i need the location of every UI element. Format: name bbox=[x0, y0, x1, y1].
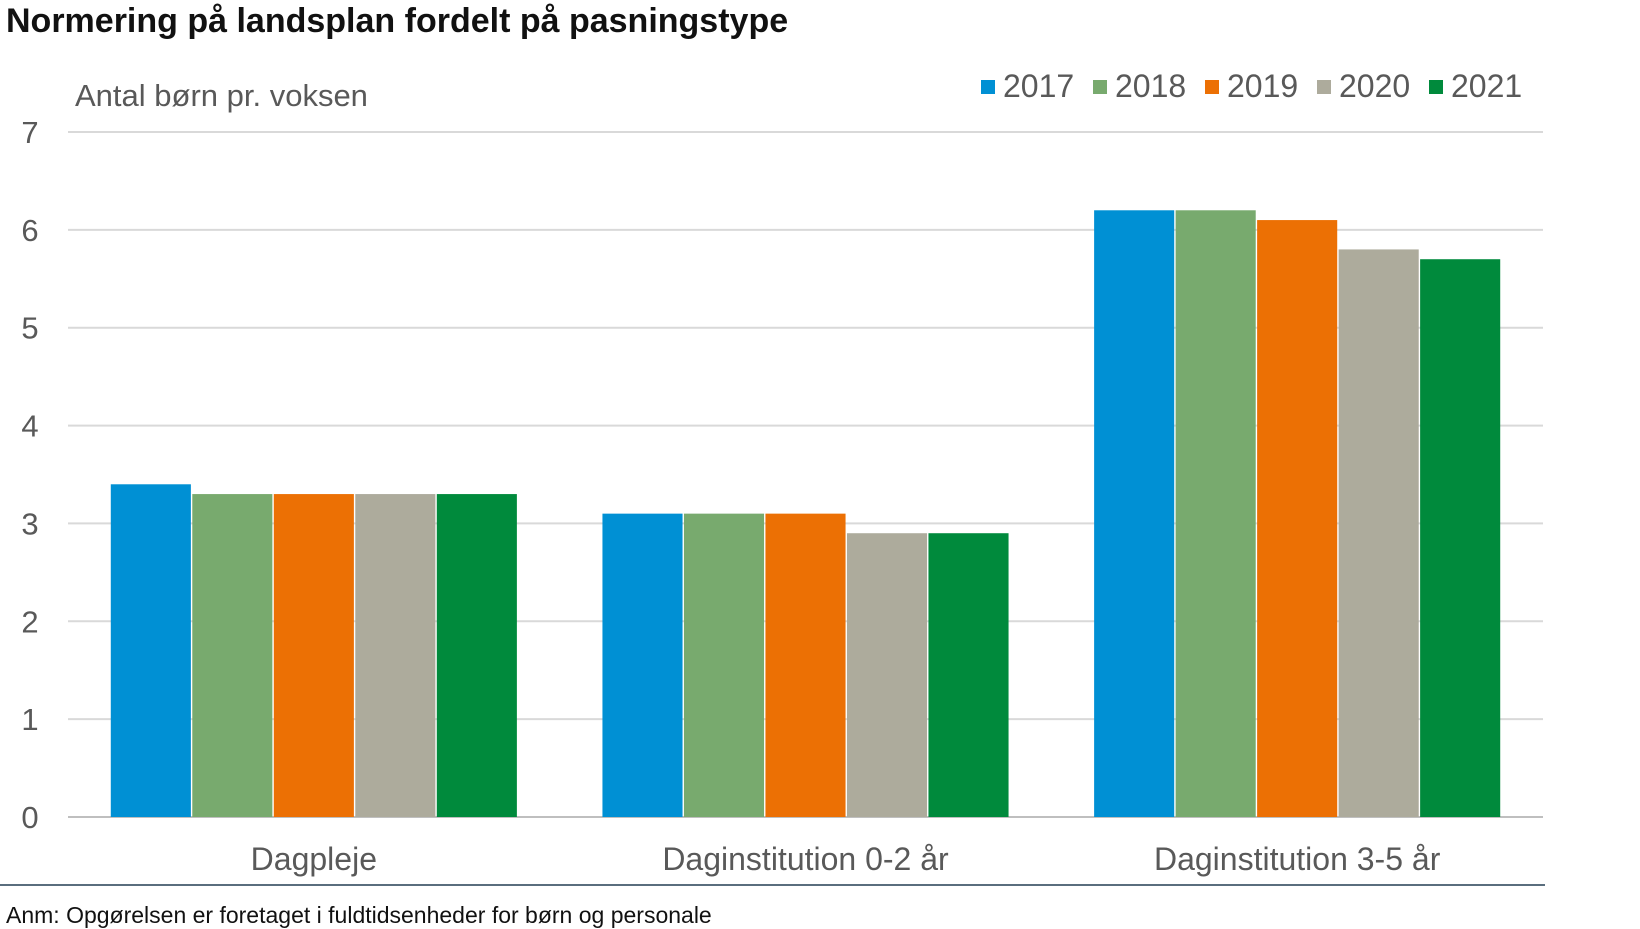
bar-2020-2 bbox=[846, 533, 928, 817]
legend-swatch bbox=[1429, 80, 1443, 94]
y-axis-label: Antal børn pr. voksen bbox=[75, 78, 368, 113]
bar-2019-2 bbox=[765, 513, 846, 817]
y-tick-label: 5 bbox=[21, 311, 38, 346]
footnote: Anm: Opgørelsen er foretaget i fuldtidse… bbox=[6, 902, 712, 928]
legend-label: 2019 bbox=[1227, 68, 1298, 104]
bar-2019-3 bbox=[1257, 220, 1338, 818]
x-axis-categories: Dagpleje Daginstitution 0-2 år Daginstitut… bbox=[251, 841, 1441, 877]
y-tick-label: 0 bbox=[21, 800, 38, 835]
x-category-label: Dagpleje bbox=[251, 841, 377, 877]
bar-2020-3 bbox=[1338, 249, 1419, 817]
chart-title: Normering på landsplan fordelt på pasnin… bbox=[6, 2, 789, 40]
y-tick-label: 4 bbox=[21, 409, 38, 444]
bar-2021-2 bbox=[928, 533, 1009, 817]
legend-swatch bbox=[1093, 80, 1107, 94]
bar-2017-3 bbox=[1094, 210, 1175, 818]
bar-2017-1 bbox=[110, 484, 191, 817]
legend-label: 2017 bbox=[1003, 68, 1074, 104]
bar-2021-3 bbox=[1420, 259, 1501, 817]
bar-2018-2 bbox=[683, 513, 765, 817]
y-tick-label: 1 bbox=[21, 702, 38, 737]
bar-2017-2 bbox=[602, 513, 683, 817]
y-tick-label: 2 bbox=[21, 604, 38, 639]
legend-swatch bbox=[1205, 80, 1219, 94]
y-tick-label: 6 bbox=[21, 213, 38, 248]
y-axis-ticks: 0 1 2 3 4 5 6 7 bbox=[21, 115, 38, 835]
legend: 2017 2018 2019 2020 2021 bbox=[981, 68, 1522, 104]
y-tick-label: 3 bbox=[21, 506, 38, 541]
x-category-label: Daginstitution 3-5 år bbox=[1154, 841, 1441, 877]
legend-swatch bbox=[1317, 80, 1331, 94]
bar-2018-1 bbox=[192, 494, 273, 817]
y-tick-label: 7 bbox=[21, 115, 38, 150]
bar-2020-1 bbox=[355, 494, 436, 817]
legend-swatch bbox=[981, 80, 995, 94]
legend-label: 2020 bbox=[1339, 68, 1410, 104]
bar-2018-3 bbox=[1175, 210, 1256, 818]
bars bbox=[110, 210, 1501, 818]
x-category-label: Daginstitution 0-2 år bbox=[662, 841, 949, 877]
bar-2021-1 bbox=[436, 494, 517, 817]
bar-2019-1 bbox=[273, 494, 354, 817]
legend-label: 2018 bbox=[1115, 68, 1186, 104]
legend-label: 2021 bbox=[1451, 68, 1522, 104]
